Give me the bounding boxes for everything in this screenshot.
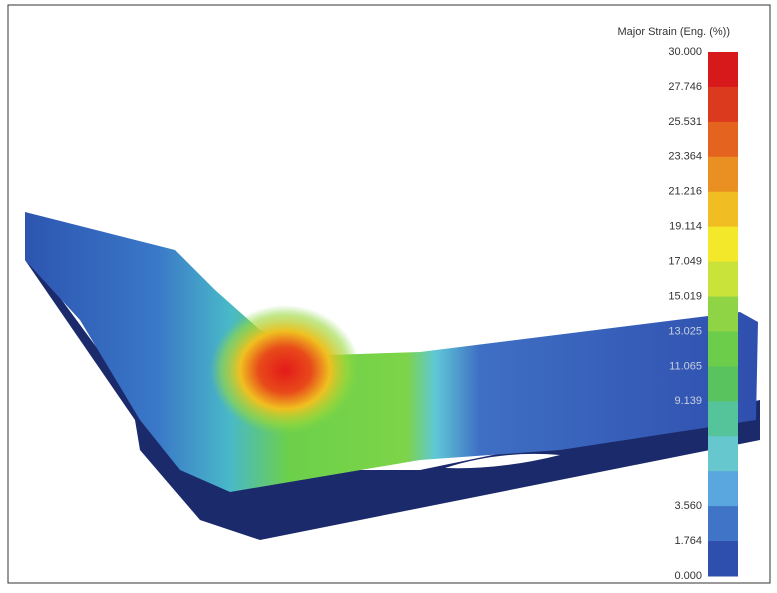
strain-plot: Major Strain (Eng. (%)) 30.000 27.746 25.5… bbox=[0, 0, 777, 593]
colorbar bbox=[708, 52, 738, 577]
colorbar-band bbox=[708, 331, 738, 366]
legend-label: 17.049 bbox=[668, 256, 702, 268]
colorbar-band bbox=[708, 157, 738, 192]
colorbar-band bbox=[708, 366, 738, 401]
legend-label: 15.019 bbox=[668, 290, 702, 302]
colorbar-band bbox=[708, 227, 738, 262]
legend-label: 30.000 bbox=[668, 46, 702, 58]
legend-label: 0.000 bbox=[674, 570, 702, 582]
colorbar-band bbox=[708, 192, 738, 227]
legend-label: 27.746 bbox=[668, 81, 702, 93]
strain-hotspot bbox=[210, 305, 360, 435]
colorbar-band bbox=[708, 297, 738, 332]
colorbar-band bbox=[708, 506, 738, 541]
legend-label: 21.216 bbox=[668, 186, 702, 198]
colorbar-band bbox=[708, 471, 738, 506]
page: Major Strain (Eng. (%)) 30.000 27.746 25.5… bbox=[0, 0, 777, 593]
colorbar-band bbox=[708, 52, 738, 87]
colorbar-band bbox=[708, 262, 738, 297]
legend-label: 3.560 bbox=[674, 500, 702, 512]
legend-label: 1.764 bbox=[674, 535, 702, 547]
legend-label: 25.531 bbox=[668, 116, 702, 128]
colorbar-band bbox=[708, 436, 738, 471]
legend-title: Major Strain (Eng. (%)) bbox=[618, 26, 730, 38]
legend-label: 19.114 bbox=[669, 221, 702, 233]
legend-label: 13.025 bbox=[668, 325, 702, 337]
legend-label: 23.364 bbox=[668, 151, 702, 163]
legend-label: 11.065 bbox=[669, 360, 702, 372]
colorbar-band bbox=[708, 122, 738, 157]
colorbar-band bbox=[708, 401, 738, 436]
colorbar-band bbox=[708, 87, 738, 122]
colorbar-band bbox=[708, 541, 738, 576]
legend-label: 9.139 bbox=[674, 395, 702, 407]
